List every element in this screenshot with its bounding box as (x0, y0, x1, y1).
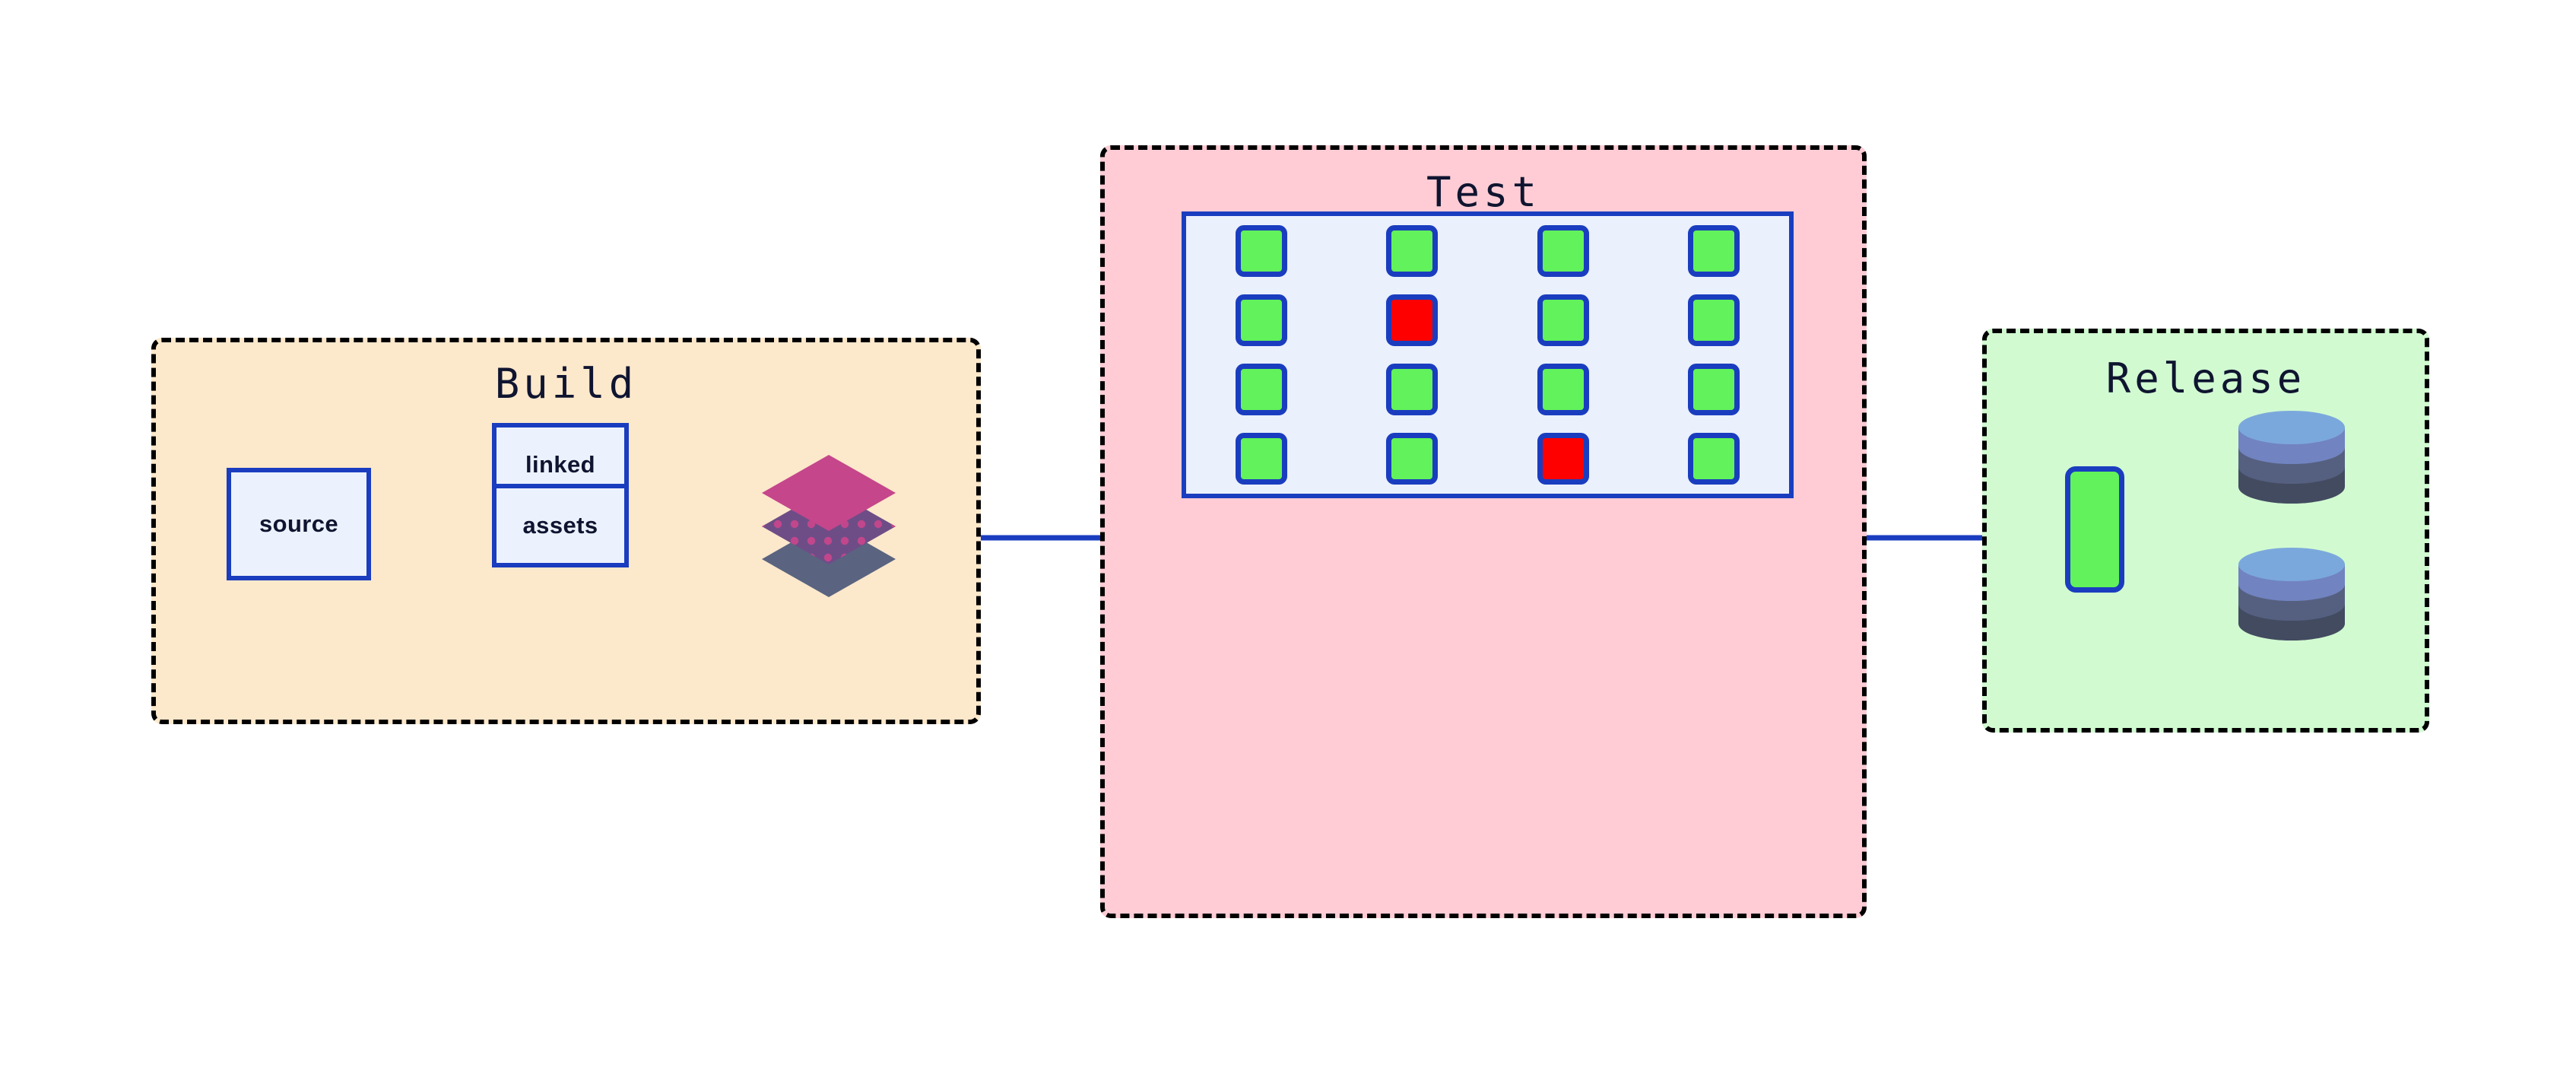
database-icon[interactable] (2235, 411, 2348, 510)
test-cell-pass[interactable] (1386, 224, 1439, 277)
test-cell-pass[interactable] (1537, 294, 1589, 346)
release-artifact-node[interactable] (2065, 466, 2124, 593)
test-cell-pass[interactable] (1687, 433, 1740, 485)
test-results-panel (1182, 211, 1794, 498)
stage-release[interactable]: Release (1982, 329, 2429, 733)
test-cell-pass[interactable] (1687, 364, 1740, 416)
test-cell-pass[interactable] (1537, 364, 1589, 416)
test-cell-pass[interactable] (1236, 224, 1288, 277)
test-cell-pass[interactable] (1386, 364, 1439, 416)
stage-release-title: Release (2105, 354, 2306, 402)
test-cell-pass[interactable] (1537, 224, 1589, 277)
test-cell-pass[interactable] (1236, 294, 1288, 346)
test-cell-fail[interactable] (1537, 433, 1589, 485)
layer-top-pink (762, 455, 896, 531)
test-cell-pass[interactable] (1386, 433, 1439, 485)
database-icon[interactable] (2235, 548, 2348, 647)
test-cell-pass[interactable] (1687, 224, 1740, 277)
node-assets[interactable]: assets (492, 484, 629, 567)
test-cell-fail[interactable] (1386, 294, 1439, 346)
test-results-grid (1186, 216, 1789, 494)
test-cell-pass[interactable] (1236, 433, 1288, 485)
stacked-layers-icon (762, 455, 896, 597)
stage-build-title: Build (494, 360, 638, 408)
test-cell-pass[interactable] (1236, 364, 1288, 416)
node-source[interactable]: source (227, 468, 371, 580)
stage-test-title: Test (1426, 168, 1541, 216)
test-cell-pass[interactable] (1687, 294, 1740, 346)
